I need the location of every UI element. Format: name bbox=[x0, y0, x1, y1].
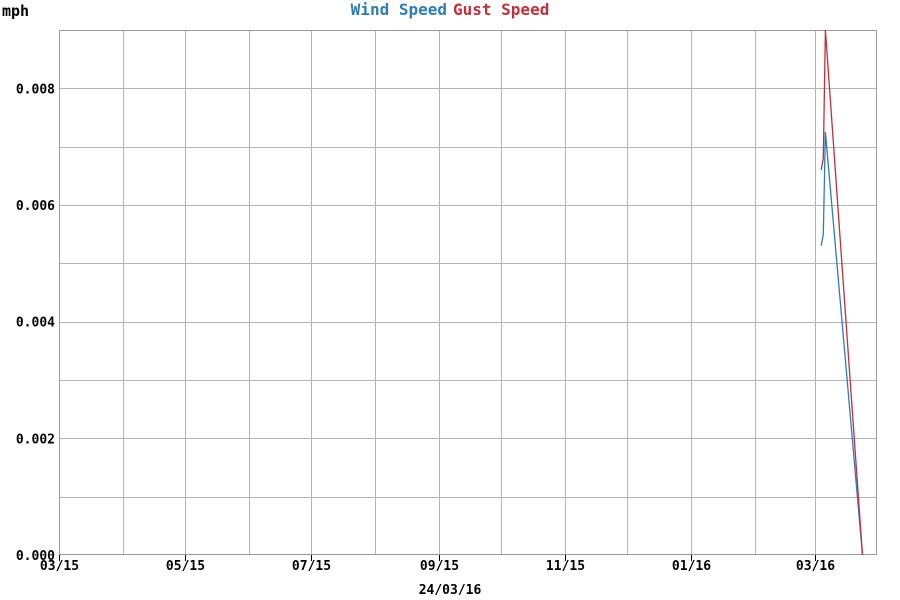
y-axis-ticks: 0.000 0.002 0.004 0.006 0.008 bbox=[16, 82, 55, 564]
plot-border bbox=[59, 30, 877, 555]
y-tick-label: 0.006 bbox=[16, 199, 55, 214]
x-tick-label: 09/15 bbox=[420, 559, 459, 574]
series-line-gust-speed bbox=[820, 29, 864, 556]
x-tick-label: 11/15 bbox=[546, 559, 585, 574]
y-axis-unit-label: mph bbox=[2, 2, 30, 20]
grid-lines bbox=[59, 30, 877, 555]
x-tick-label: 07/15 bbox=[292, 559, 331, 574]
x-tick-label: 03/16 bbox=[796, 559, 835, 574]
y-tick-label: 0.002 bbox=[16, 432, 55, 447]
y-tick-label: 0.008 bbox=[16, 82, 55, 97]
y-tick-label: 0.004 bbox=[16, 316, 55, 331]
series-lines bbox=[820, 29, 864, 556]
series-line-wind-speed bbox=[820, 132, 864, 556]
y-tick-label: 0.000 bbox=[16, 549, 55, 564]
chart-legend: Wind Speed Gust Speed bbox=[0, 0, 900, 20]
x-axis-ticks: 03/15 05/15 07/15 09/15 11/15 01/16 03/16 bbox=[40, 555, 835, 574]
x-tick-label: 05/15 bbox=[166, 559, 205, 574]
x-tick-label: 01/16 bbox=[672, 559, 711, 574]
legend-entry-gust-speed: Gust Speed bbox=[453, 0, 550, 19]
chart-date-label: 24/03/16 bbox=[418, 583, 482, 598]
x-tick-label: 03/15 bbox=[40, 559, 79, 574]
legend-entry-wind-speed: Wind Speed bbox=[350, 0, 447, 19]
